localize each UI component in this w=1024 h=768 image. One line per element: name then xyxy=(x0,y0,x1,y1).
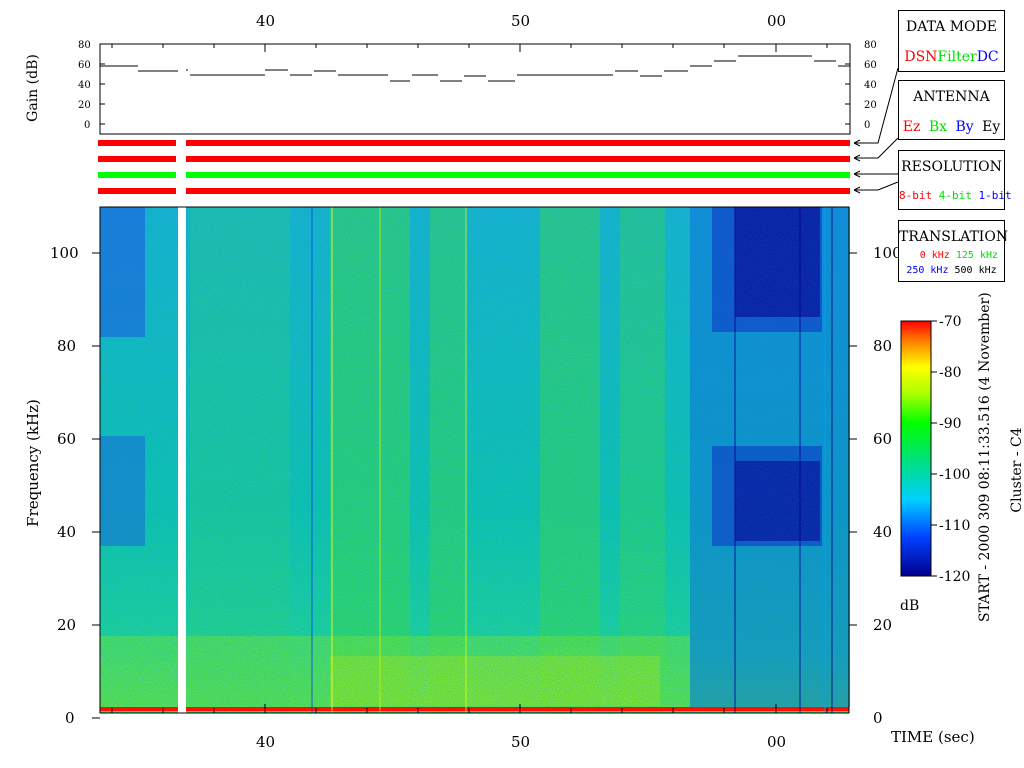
spectrogram-panel: 100 80 60 40 20 0 100 80 60 40 20 0 xyxy=(50,206,900,727)
gain-tick-40: 40 xyxy=(78,80,91,91)
cbar-tick-70: -70 xyxy=(939,315,962,330)
frequency-ylabel: Frequency (kHz) xyxy=(24,399,42,527)
bottom-time-tick-00: 00 xyxy=(767,733,787,751)
data-mode-title: DATA MODE xyxy=(906,19,997,35)
status-bar-resolution-seg0 xyxy=(98,172,176,178)
translation-125khz: 125 kHz xyxy=(955,250,998,261)
gain-tick-20: 20 xyxy=(78,100,91,111)
time-axis-label: TIME (sec) xyxy=(891,728,975,746)
resolution-8bit: 8-bit xyxy=(899,189,933,202)
gain-top-ticks xyxy=(111,44,828,52)
status-bar-translation-seg0 xyxy=(98,188,176,194)
gain-panel: 80 60 40 20 0 80 60 40 20 0 xyxy=(78,40,877,135)
freq-tick-0: 0 xyxy=(65,709,75,727)
freq-tick-right-100: 100 xyxy=(873,244,900,262)
status-bar-data-mode-seg0 xyxy=(98,140,176,146)
colorbar-unit: dB xyxy=(900,598,920,614)
spectrogram-image xyxy=(100,207,850,713)
freq-tick-right-40: 40 xyxy=(873,523,892,541)
top-time-tick-40: 40 xyxy=(256,12,276,30)
antenna-ey: Ey xyxy=(982,119,1001,135)
antenna-legend: ANTENNA Ez Bx By Ey xyxy=(898,80,1005,140)
freq-tick-right-0: 0 xyxy=(873,709,883,727)
top-time-tick-50: 50 xyxy=(511,12,531,30)
antenna-by: By xyxy=(955,119,974,135)
gain-trace xyxy=(100,55,850,82)
status-bar-antenna-seg0 xyxy=(98,156,176,162)
freq-tick-right-80: 80 xyxy=(873,337,892,355)
translation-250khz: 250 kHz xyxy=(906,265,949,276)
antenna-bx: Bx xyxy=(928,119,947,135)
freq-tick-40: 40 xyxy=(57,523,76,541)
status-bar-data-mode-seg1 xyxy=(186,140,850,146)
freq-tick-right-20: 20 xyxy=(873,616,892,634)
translation-500khz: 500 kHz xyxy=(954,265,997,276)
resolution-title: RESOLUTION xyxy=(901,159,1002,175)
bottom-time-tick-40: 40 xyxy=(256,733,276,751)
data-mode-dsn: DSN xyxy=(904,49,938,65)
status-bar-resolution-seg1 xyxy=(186,172,850,178)
colorbar: -70 -80 -90 -100 -110 -120 xyxy=(900,315,970,585)
gain-tick-right-0: 0 xyxy=(864,120,870,131)
start-time-caption: START - 2000 309 08:11:33.516 (4 Novembe… xyxy=(977,292,993,622)
cbar-tick-100: -100 xyxy=(939,467,970,483)
cbar-tick-90: -90 xyxy=(939,416,962,432)
status-bar-antenna-seg1 xyxy=(186,156,850,162)
freq-tick-20: 20 xyxy=(57,616,76,634)
data-mode-dc: DC xyxy=(976,49,999,65)
freq-tick-100: 100 xyxy=(50,244,79,262)
legend-arrows xyxy=(853,67,899,194)
gain-tick-0: 0 xyxy=(84,120,90,131)
bottom-time-tick-50: 50 xyxy=(511,733,531,751)
gain-ylabel: Gain (dB) xyxy=(25,54,41,122)
freq-tick-80: 80 xyxy=(57,337,76,355)
antenna-title: ANTENNA xyxy=(913,89,990,105)
gain-tick-right-40: 40 xyxy=(864,80,877,91)
gain-tick-right-80: 80 xyxy=(864,40,877,51)
status-bar-translation-seg1 xyxy=(186,188,850,194)
cbar-tick-120: -120 xyxy=(939,569,970,585)
gain-tick-right-20: 20 xyxy=(864,100,877,111)
resolution-legend: RESOLUTION 8-bit 4-bit 1-bit xyxy=(898,150,1012,210)
antenna-ez: Ez xyxy=(902,119,921,135)
resolution-1bit: 1-bit xyxy=(978,189,1012,202)
cbar-tick-80: -80 xyxy=(939,365,962,381)
gain-tick-60: 60 xyxy=(78,60,91,71)
top-time-tick-00: 00 xyxy=(767,12,787,30)
translation-title: TRANSLATION xyxy=(899,229,1009,245)
translation-legend: TRANSLATION 0 kHz 125 kHz 250 kHz 500 kH… xyxy=(898,220,1009,282)
data-mode-legend: DATA MODE DSNFilterDC xyxy=(898,10,1005,72)
status-bars xyxy=(98,140,850,194)
gain-tick-80: 80 xyxy=(78,40,91,51)
gain-tick-right-60: 60 xyxy=(864,60,877,71)
data-mode-filter: Filter xyxy=(937,49,977,65)
freq-tick-60: 60 xyxy=(57,430,76,448)
resolution-4bit: 4-bit xyxy=(938,189,972,202)
freq-tick-right-60: 60 xyxy=(873,430,892,448)
translation-0khz: 0 kHz xyxy=(919,250,950,261)
spacecraft-caption: Cluster - C4 xyxy=(1009,427,1024,513)
cbar-tick-110: -110 xyxy=(939,518,970,534)
